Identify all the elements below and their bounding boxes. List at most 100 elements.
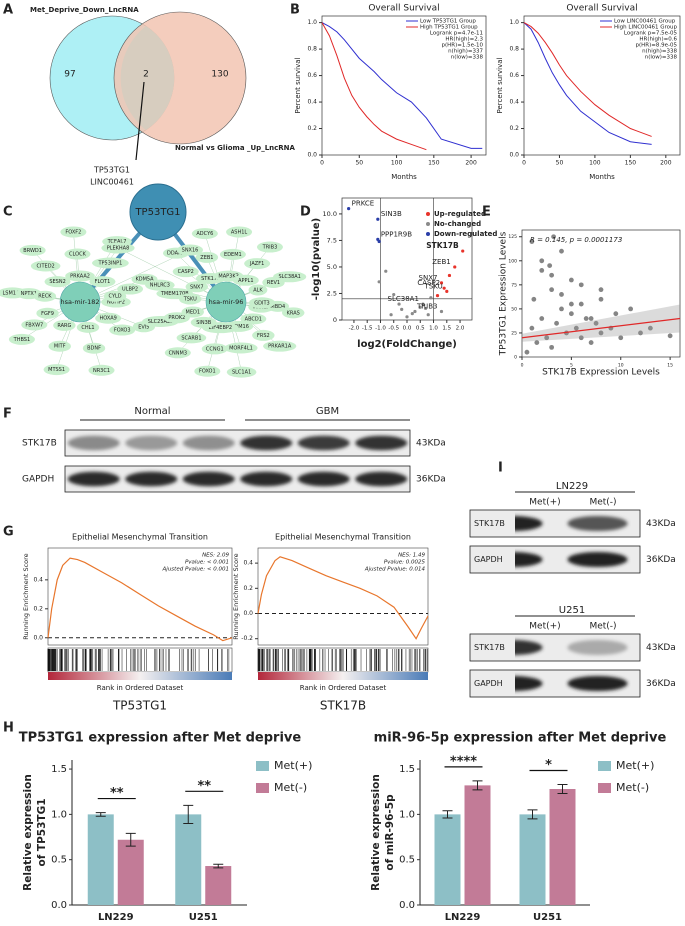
y-tick-label: 1.0: [307, 19, 317, 26]
scatter-point: [598, 330, 604, 336]
point-label: TRIB3: [416, 303, 437, 311]
volcano-point: [447, 273, 452, 278]
x-axis-label: STK17B Expression Levels: [542, 368, 660, 378]
volcano-point: [445, 289, 449, 293]
plot-title: Epithelial Mesenchymal Transition: [275, 533, 411, 542]
row-label: STK17B: [22, 439, 57, 449]
annotation: R = 0.145, p = 0.0001173: [530, 236, 622, 244]
significance-label: ****: [450, 754, 477, 769]
target-label: NPTX1: [21, 291, 37, 297]
target-node: [44, 276, 71, 288]
legend-dot: [426, 222, 430, 226]
target-label: PRKAR1A: [268, 344, 292, 350]
scatter-point: [549, 287, 555, 293]
y-tick-label: 0.4: [33, 576, 43, 583]
target-label: BRWD1: [23, 248, 42, 254]
x-tick-label: 100: [589, 160, 601, 167]
y-axis-label: -log10(pvalue): [311, 218, 322, 300]
target-label: SNX16: [182, 248, 199, 254]
legend-label: Met(+): [274, 759, 312, 772]
target-node: [101, 242, 135, 254]
blot-band: [355, 471, 408, 487]
plot-frame: [47, 547, 233, 646]
target-node: [263, 340, 297, 352]
row-label: GAPDH: [22, 475, 54, 485]
target-label: PRKAA2: [70, 274, 90, 280]
y-axis-label: Percent survival: [496, 57, 504, 113]
target-label: MITF: [54, 344, 66, 350]
condition-label: Met(+): [529, 622, 560, 632]
volcano-point: [376, 217, 380, 221]
point-label: TSKU: [424, 282, 443, 290]
error-bar: [472, 780, 483, 791]
y-tick-label: 1.5: [51, 764, 67, 775]
target-label: CNNM3: [169, 350, 187, 356]
target-label: MED1: [186, 309, 201, 315]
y-axis-label: of TP53TG1: [36, 799, 48, 867]
confidence-band: [522, 304, 680, 342]
scatter-point: [638, 330, 643, 336]
target-label: PROK2: [168, 315, 185, 321]
size-label: 43KDa: [416, 439, 446, 449]
target-label: LSM14A: [3, 290, 24, 296]
blot-band: [240, 435, 293, 451]
plot-frame: [257, 547, 429, 646]
target-node: [109, 324, 136, 336]
y-tick-label: 100: [508, 258, 517, 264]
volcano-point: [377, 280, 381, 284]
y-tick-label: 0.8: [307, 46, 317, 53]
target-node: [33, 290, 57, 302]
scatter-point: [531, 296, 537, 302]
y-tick-label: 1.0: [509, 19, 519, 26]
survival-curve: [523, 22, 652, 145]
x-tick-label: 15: [667, 363, 673, 369]
target-node: [248, 284, 268, 296]
target-node: [240, 313, 267, 325]
stat-text: p(HR)=8.9e-05: [636, 43, 678, 49]
mirna-node: [59, 281, 101, 323]
x-tick-label: 0: [521, 363, 524, 369]
x-tick-label: 0: [522, 160, 526, 167]
target-node: [19, 244, 46, 256]
target-label: NHLRC3: [150, 283, 170, 289]
target-label: FBXW7: [25, 322, 43, 328]
plot-frame: [321, 15, 487, 156]
target-node: [256, 241, 283, 253]
x-tick-label: 0.5: [416, 326, 425, 332]
y-tick-label: 0.0: [243, 610, 253, 617]
legend-swatch: [256, 783, 269, 793]
target-label: HOXA9: [99, 316, 116, 322]
blot-band: [125, 435, 178, 451]
enrichment-curve: [257, 556, 429, 640]
target-label: TP53INP1: [97, 261, 122, 267]
target-node: [53, 319, 76, 331]
stat-text: Ajusted Pvalue: < 0.001: [162, 567, 229, 573]
target-node: [8, 333, 35, 345]
volcano-point: [377, 239, 381, 244]
scatter-point: [578, 335, 584, 341]
target-label: CITED2: [37, 263, 55, 269]
scatter-point: [593, 320, 599, 326]
y-tick-label: 0.5: [399, 855, 415, 866]
x-axis-label: Months: [391, 173, 417, 181]
y-tick-label: 1.0: [51, 809, 67, 820]
y-axis-label: Running Enrichment Score: [22, 553, 30, 639]
panel-letter: G: [3, 525, 14, 540]
mirna-label: hsa-mir-96: [209, 298, 244, 306]
scatter-point: [551, 234, 556, 240]
scatter-point: [559, 292, 564, 297]
target-node: [43, 364, 70, 376]
size-label: 36KDa: [646, 679, 676, 689]
y-axis-label: Running Enrichment Score: [232, 553, 240, 639]
target-node: [176, 332, 207, 344]
plot-frame: [523, 15, 681, 156]
x-tick-label: LN229: [98, 912, 134, 923]
scatter-point: [549, 272, 555, 278]
gene-label: LINC00461: [90, 178, 134, 187]
gene-label: STK17B: [320, 699, 366, 713]
blot-band: [567, 639, 628, 656]
y-tick-label: 0.2: [33, 605, 43, 612]
scatter-point: [613, 311, 619, 317]
target-label: TRIB3: [262, 245, 278, 251]
volcano-point: [439, 281, 444, 285]
